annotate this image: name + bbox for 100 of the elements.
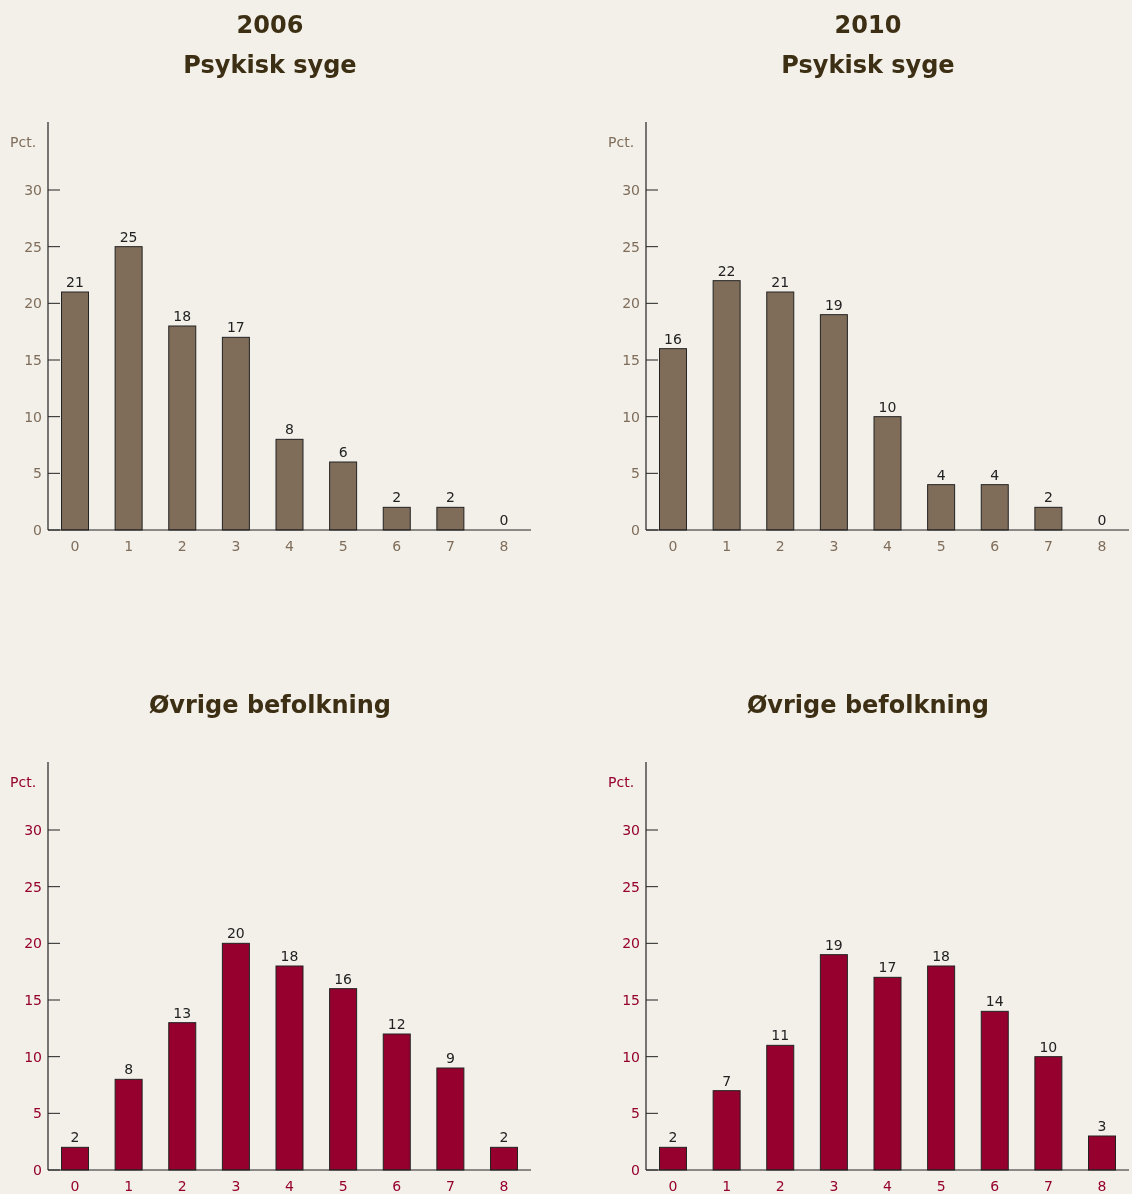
y-tick-label: 30 (622, 822, 640, 838)
y-tick-label: 20 (24, 295, 42, 312)
data-label: 16 (334, 970, 353, 987)
data-label: 11 (771, 1027, 790, 1044)
x-tick-label: 6 (392, 538, 402, 554)
x-tick-label: 2 (177, 1178, 187, 1194)
x-tick-label: 2 (177, 538, 187, 554)
x-tick-label: 8 (499, 538, 509, 554)
x-tick-label: 4 (285, 1178, 295, 1194)
x-tick-label: 5 (936, 538, 946, 554)
data-label: 8 (124, 1061, 134, 1078)
data-label: 12 (387, 1016, 406, 1032)
y-tick-label: 30 (622, 182, 640, 198)
x-tick-label: 7 (445, 1178, 455, 1194)
y-tick-label: 10 (24, 408, 42, 425)
data-label: 8 (285, 421, 294, 438)
x-tick-label: 6 (392, 1178, 402, 1194)
y-tick-label: 15 (24, 992, 42, 1008)
data-label: 18 (173, 308, 192, 324)
y-tick-label: 15 (24, 352, 42, 368)
data-label: 2 (392, 489, 402, 506)
data-label: 6 (338, 444, 348, 460)
y-tick-label: 5 (33, 465, 42, 482)
x-tick-label: 1 (722, 1178, 732, 1194)
data-label: 21 (771, 274, 790, 290)
data-label: 2 (499, 1129, 509, 1146)
data-label: 13 (173, 1004, 192, 1021)
data-label: 0 (1097, 512, 1107, 528)
y-tick-label: 5 (631, 465, 640, 482)
x-tick-label: 4 (883, 538, 893, 554)
y-tick-label: 10 (24, 1048, 42, 1065)
x-tick-label: 3 (231, 538, 241, 554)
y-tick-label: 0 (33, 1162, 42, 1178)
x-tick-label: 7 (445, 538, 455, 554)
y-tick-label: 20 (622, 295, 640, 312)
data-label: 10 (1039, 1038, 1058, 1055)
y-tick-label: 0 (33, 522, 42, 538)
x-tick-label: 3 (829, 1178, 839, 1194)
x-tick-label: 5 (338, 1178, 348, 1194)
data-label: 19 (824, 936, 843, 953)
y-axis-title: Pct. (608, 134, 635, 150)
chart-subtitle: Psykisk syge (781, 51, 955, 79)
x-tick-label: 1 (124, 538, 134, 554)
data-label: 19 (824, 296, 843, 313)
y-tick-label: 30 (24, 822, 42, 838)
x-tick-label: 8 (1097, 538, 1107, 554)
data-label: 2 (668, 1129, 678, 1146)
data-label: 17 (226, 319, 245, 336)
y-tick-label: 0 (631, 1162, 640, 1178)
data-label: 14 (985, 993, 1004, 1010)
data-label: 2 (70, 1129, 80, 1146)
y-tick-label: 0 (631, 522, 640, 538)
y-tick-label: 5 (33, 1105, 42, 1122)
data-label: 22 (717, 262, 736, 279)
data-label: 18 (932, 948, 951, 964)
data-label: 4 (990, 466, 1000, 483)
x-tick-label: 2 (775, 538, 785, 554)
chart-title: Øvrige befolkning (746, 691, 990, 719)
y-tick-label: 25 (622, 878, 640, 895)
x-tick-label: 0 (668, 1178, 678, 1194)
x-tick-label: 7 (1043, 538, 1053, 554)
y-axis-title: Pct. (10, 134, 37, 150)
data-label: 25 (119, 228, 138, 245)
y-tick-label: 30 (24, 182, 42, 198)
data-label: 18 (280, 948, 299, 964)
y-tick-label: 25 (24, 878, 42, 895)
data-label: 17 (878, 959, 897, 976)
x-tick-label: 8 (1097, 1178, 1107, 1194)
data-label: 20 (226, 925, 245, 942)
y-tick-label: 15 (622, 352, 640, 368)
x-tick-label: 6 (990, 538, 1000, 554)
y-tick-label: 25 (622, 238, 640, 255)
x-tick-label: 5 (338, 538, 348, 554)
x-tick-label: 0 (70, 1178, 80, 1194)
data-label: 3 (1097, 1118, 1107, 1134)
y-tick-label: 10 (622, 1048, 640, 1065)
y-tick-label: 5 (631, 1105, 640, 1122)
data-label: 2 (445, 489, 455, 506)
data-label: 0 (499, 512, 509, 528)
data-label: 4 (936, 466, 946, 483)
chart-title: 2006 (236, 11, 304, 39)
x-tick-label: 0 (668, 538, 678, 554)
y-axis-title: Pct. (10, 774, 37, 790)
x-tick-label: 1 (124, 1178, 134, 1194)
chart-title: 2010 (834, 11, 902, 39)
data-label: 7 (722, 1072, 732, 1089)
x-tick-label: 7 (1043, 1178, 1053, 1194)
data-label: 16 (664, 330, 682, 347)
y-axis-title: Pct. (608, 774, 635, 790)
y-tick-label: 10 (622, 408, 640, 425)
y-tick-label: 15 (622, 992, 640, 1008)
x-tick-label: 6 (990, 1178, 1000, 1194)
data-label: 21 (66, 274, 84, 290)
y-tick-label: 20 (24, 935, 42, 952)
x-tick-label: 3 (829, 538, 839, 554)
data-label: 2 (1043, 489, 1053, 506)
x-tick-label: 0 (70, 538, 80, 554)
x-tick-label: 5 (936, 1178, 946, 1194)
x-tick-label: 4 (285, 538, 295, 554)
x-tick-label: 8 (499, 1178, 509, 1194)
